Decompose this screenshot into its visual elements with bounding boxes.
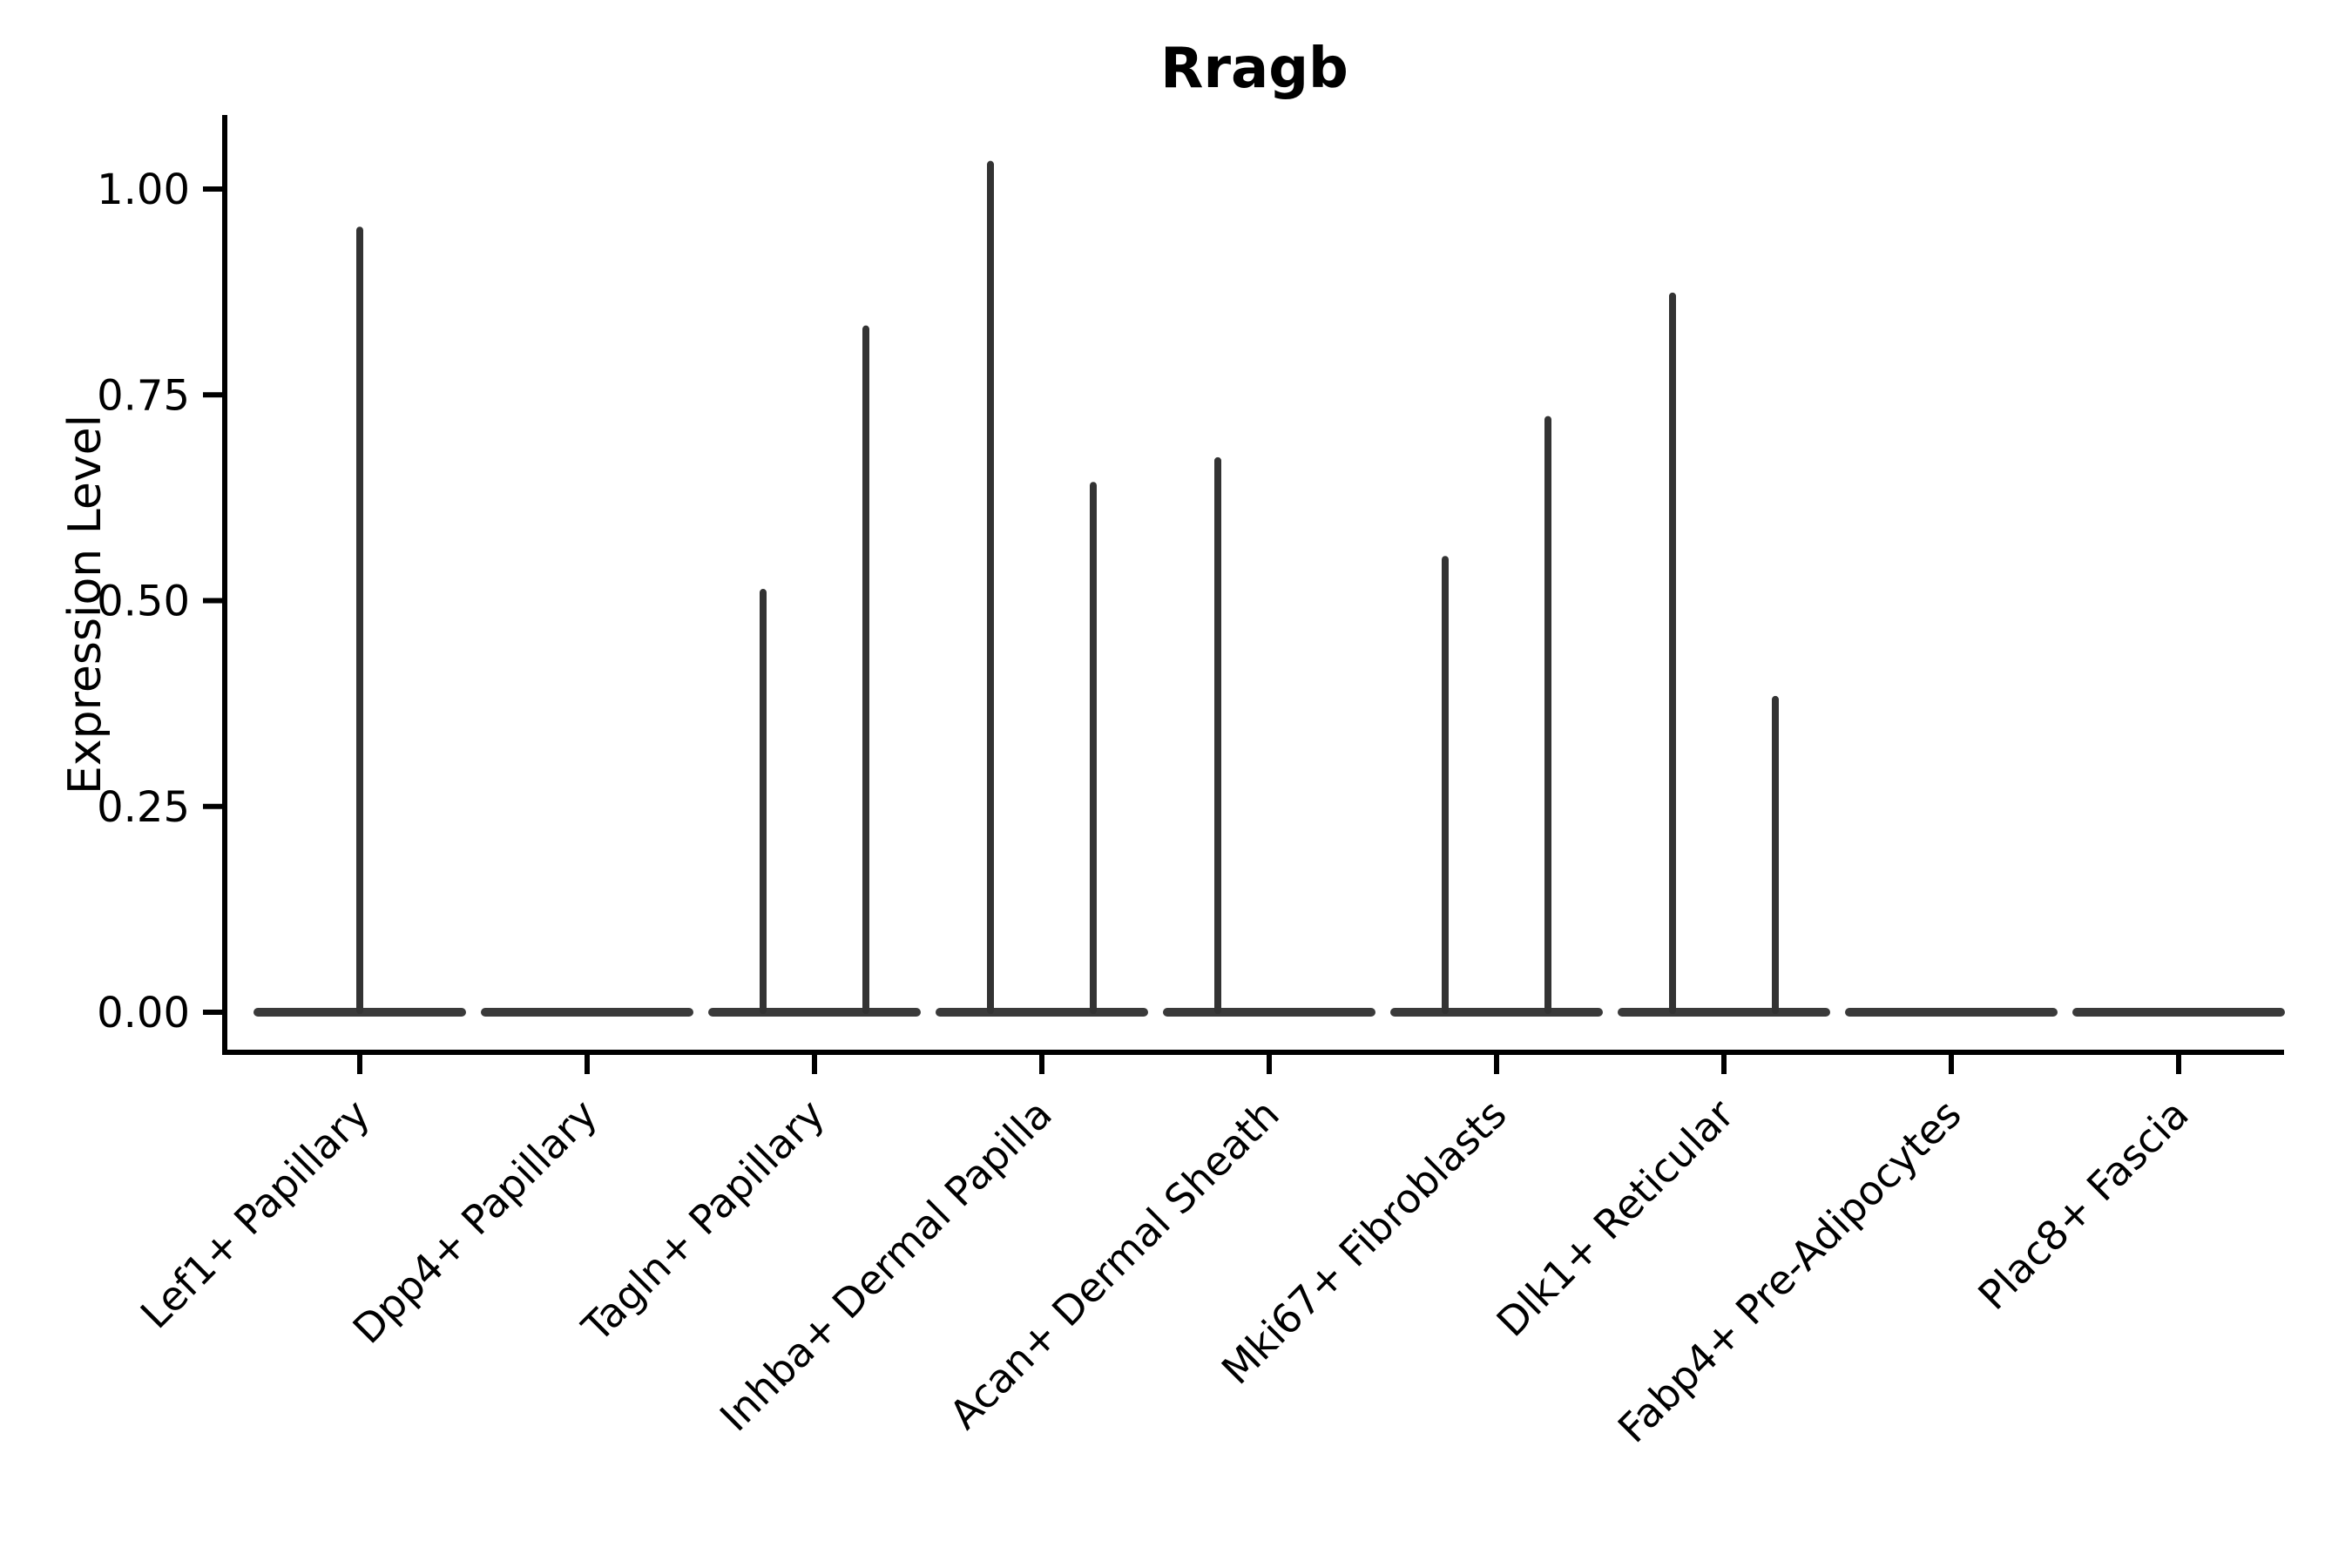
y-tick-label: 0.75 <box>97 371 190 420</box>
y-tick <box>203 186 222 192</box>
violin-base <box>481 1008 693 1017</box>
violin-base <box>1618 1008 1830 1017</box>
x-tick-label: Plac8+ Fascia <box>1969 1091 2197 1319</box>
violin-base <box>708 1008 921 1017</box>
x-tick <box>2176 1055 2181 1074</box>
y-tick <box>203 803 222 809</box>
x-tick <box>1721 1055 1727 1074</box>
violin-base <box>936 1008 1148 1017</box>
chart-title: Rragb <box>1160 37 1348 101</box>
y-axis-spine <box>222 115 227 1055</box>
y-tick <box>203 598 222 604</box>
x-tick <box>1039 1055 1044 1074</box>
x-tick <box>1949 1055 1954 1074</box>
x-tick-label: Tagln+ Papillary <box>572 1091 834 1352</box>
y-tick-label: 0.50 <box>97 578 190 626</box>
y-tick <box>203 1010 222 1015</box>
x-tick <box>1267 1055 1272 1074</box>
violin-base <box>1845 1008 2058 1017</box>
x-tick <box>585 1055 590 1074</box>
x-tick-label: Dpp4+ Papillary <box>344 1091 606 1353</box>
x-tick <box>357 1055 362 1074</box>
y-tick-label: 0.00 <box>97 989 190 1037</box>
y-tick <box>203 392 222 398</box>
y-tick-label: 1.00 <box>97 166 190 214</box>
x-tick-label: Lef1+ Papillary <box>132 1091 379 1338</box>
x-tick <box>812 1055 817 1074</box>
x-axis-spine <box>222 1050 2284 1055</box>
y-tick-label: 0.25 <box>97 783 190 832</box>
violin-base <box>2072 1008 2285 1017</box>
x-tick <box>1494 1055 1499 1074</box>
violin-base <box>1163 1008 1375 1017</box>
x-tick-label: Dlk1+ Reticular <box>1488 1091 1743 1346</box>
violin-base <box>1390 1008 1603 1017</box>
